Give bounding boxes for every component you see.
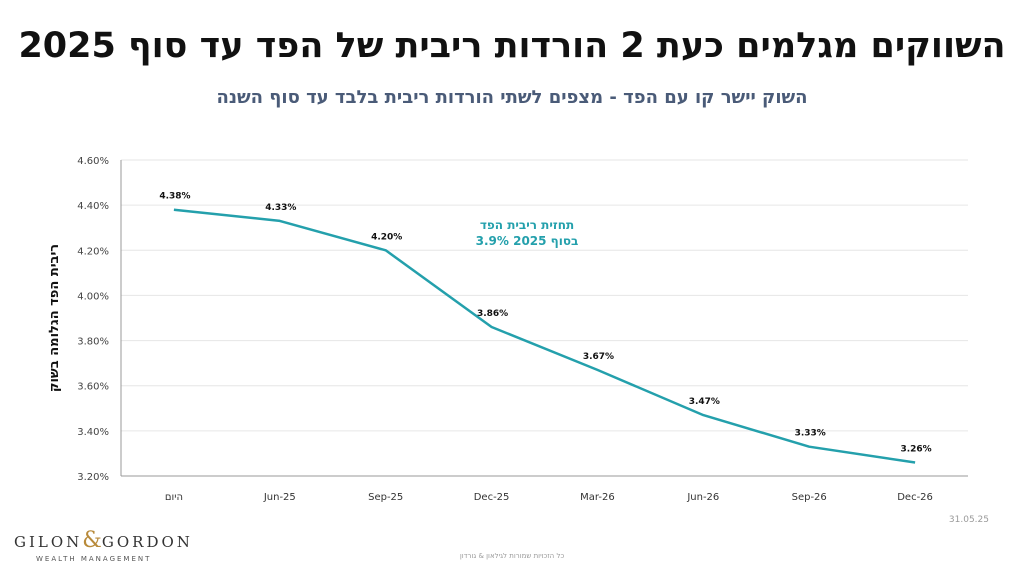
x-tick-label: Dec-26 [897,492,933,503]
logo-text-left: GILON [14,533,83,551]
logo-ampersand: & [82,528,102,553]
y-tick-label: 3.80% [77,337,109,348]
annotation-line-2: בסוף 2025 3.9% [476,234,579,248]
x-tick-label: Mar-26 [580,492,615,503]
company-logo: GILON&GORDON WEALTH MANAGEMENT [14,528,190,563]
y-tick-label: 3.40% [77,427,109,438]
annotation-line-1: תחזית ריבית הפד [480,218,574,232]
chart-title: השווקים מגלמים כעת 2 הורדות ריבית של הפד… [18,26,1006,66]
data-label: 3.67% [583,352,614,362]
y-tick-label: 3.20% [77,472,109,483]
data-label: 4.38% [159,192,190,202]
data-label: 3.47% [689,397,720,407]
y-axis-label: ריבית הפד הגלומה בשוק [47,244,62,392]
x-tick-label: Dec-25 [474,492,510,503]
x-tick-label: היום [165,492,183,503]
x-tick-label: Jun-26 [686,492,719,503]
x-tick-label: Sep-25 [368,492,403,503]
data-label: 3.33% [795,429,826,439]
x-tick-label: Sep-26 [792,492,827,503]
y-tick-label: 4.20% [77,246,109,257]
x-tick-label: Jun-25 [263,492,296,503]
y-tick-label: 4.60% [77,156,109,167]
date-stamp: 31.05.25 [948,515,989,525]
y-tick-label: 4.40% [77,201,109,212]
data-label: 4.33% [265,203,296,213]
logo-text-right: GORDON [101,533,193,551]
footer-copyright: כל הזכויות שמורות לגילאון & גורדון [459,552,565,560]
data-label: 3.86% [477,309,508,319]
series-line [173,208,916,464]
data-label: 4.20% [371,232,402,242]
chart-subtitle: השוק יישר קו עם הפד - מצפים לשתי הורדות … [216,87,808,108]
data-label: 3.26% [900,444,931,454]
logo-subtitle: WEALTH MANAGEMENT [36,555,152,563]
y-tick-label: 4.00% [77,291,109,302]
y-tick-label: 3.60% [77,382,109,393]
